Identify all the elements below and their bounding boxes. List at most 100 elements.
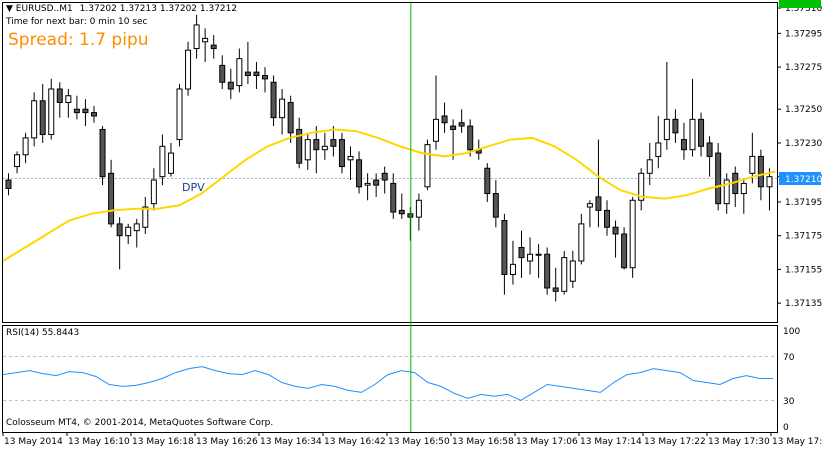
candle-body [108,172,115,225]
candle-body [535,253,542,256]
candle-body [347,155,354,161]
candle-body [441,115,448,124]
candle-body [244,71,251,77]
rsi-frame [2,325,778,433]
price-tick-label: 1.37195 [785,198,822,208]
candle-body [48,88,55,136]
price-tick-label: 1.37250 [785,105,822,115]
time-tick-label: 13 May 16:50 [388,437,450,447]
price-tick-label: 1.37275 [785,63,822,73]
candle-body [321,145,328,151]
candle-body [578,223,585,262]
rsi-axis-70: 70 [783,353,795,363]
price-tick-label: 1.37155 [785,265,822,275]
time-axis: 13 May 2014 13 May 16:10 13 May 16:18 13 Ma… [2,432,822,447]
candle-body [655,142,662,157]
rsi-axis-30: 30 [783,397,795,407]
candles-layer [5,14,773,302]
candle-body [612,226,619,235]
candle-body [740,182,747,195]
candle-body [561,257,568,292]
candle-body [150,179,157,205]
candle-body [338,139,345,168]
rsi-title: RSI(14) 55.8443 [6,328,80,338]
candle-body [227,81,234,90]
candle-body [424,144,431,188]
next-bar-timer: Time for next bar: 0 min 10 sec [6,17,148,27]
candle-body [176,88,183,141]
rsi-axis-100: 100 [783,327,800,337]
candle-body [73,108,80,114]
candle-body [509,263,516,275]
candle-body [39,100,46,136]
time-tick-label: 13 May 17:06 [516,437,578,447]
price-axis: 1.37310 1.37295 1.37275 1.37250 1.37230 1.372… [777,4,822,309]
candle-body [433,118,439,142]
top-price-marker [779,0,821,8]
candle-body [5,179,12,189]
candle-body [99,128,106,178]
candle-body [484,167,491,195]
candle-body [373,179,380,186]
candle-body [689,118,696,151]
candle-body [313,139,320,151]
candle-body [116,223,123,237]
spread-label: Spread: 1.7 pipu [8,30,149,50]
candle-body [646,159,653,174]
price-tick-label: 1.37175 [785,232,822,242]
candle-body [715,152,722,205]
candle-body [56,88,63,103]
candle-body [304,139,311,161]
candle-body [270,81,277,119]
price-marker [779,172,821,185]
candle-body [629,199,636,269]
time-tick-label: 13 May 17:22 [644,437,706,447]
time-tick-label: 13 May 16:34 [260,437,322,447]
candle-body [219,64,226,83]
time-tick-label: 13 May 2014 [4,437,63,447]
rsi-axis-0: 0 [783,423,789,433]
time-tick-label: 13 May 16:10 [68,437,130,447]
candle-body [279,98,286,119]
copyright-footer: Colosseum MT4, © 2001-2014, MetaQuotes S… [6,418,274,428]
candle-body [262,75,268,80]
candle-body [638,172,645,201]
candle-body [544,253,551,289]
moving-average-line [2,128,776,262]
candle-body [14,154,21,168]
candle-body [680,139,687,151]
price-tick-label: 1.37310 [785,4,822,14]
candle-body [159,145,166,178]
candle-body [766,176,773,188]
candle-body [185,49,192,90]
time-tick-label: 13 May 17:14 [580,437,642,447]
candle-body [167,152,174,174]
candle-body [82,108,89,114]
candle-body [450,125,457,130]
candle-body [202,37,209,43]
candle-body [458,122,465,127]
candle-body [492,193,499,218]
candle-body [330,139,337,147]
candle-body [364,182,371,186]
candle-body [133,223,140,232]
price-tick-label: 1.37135 [785,299,822,309]
candle-body [749,155,756,174]
dropdown-arrow-icon[interactable]: ▼ [6,4,13,14]
candle-body [698,118,705,147]
candle-body [621,233,628,269]
time-tick-label: 13 May 16:18 [132,437,194,447]
price-tick-label: 1.37230 [785,139,822,149]
candle-body [142,206,149,228]
candle-body [356,159,363,188]
candle-body [595,196,602,211]
time-tick-label: 13 May 17:3 [772,437,822,447]
candle-body [723,179,730,205]
candle-body [398,209,405,215]
time-tick-label: 13 May 16:26 [196,437,258,447]
candle-body [415,199,422,218]
symbol-header: ▼ EURUSD..M1 1.37202 1.37213 1.37202 1.3… [6,4,237,14]
candle-body [501,220,508,275]
candle-body [91,112,97,117]
